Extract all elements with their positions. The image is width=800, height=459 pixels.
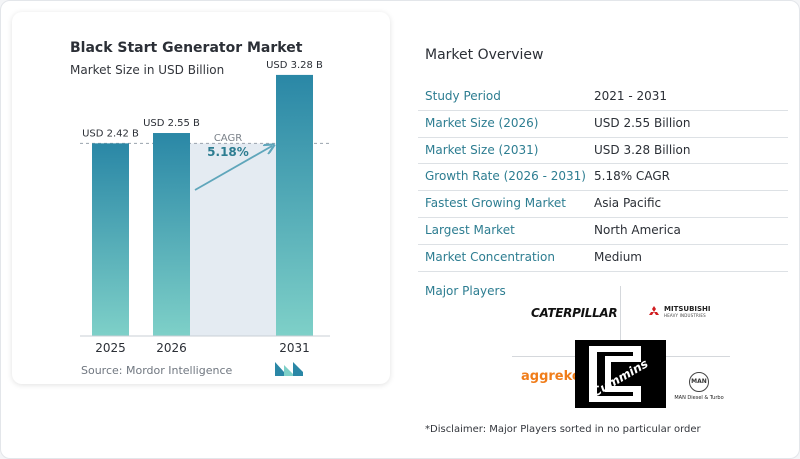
chart-title: Black Start Generator Market [70,40,303,56]
bar-chart: USD 2.42 B 2025 USD 2.55 B 2026 USD 3.28 B 20… [80,60,330,355]
players-divider-horizontal-left [512,356,576,357]
overview-key: Market Size (2026) [425,115,539,130]
bar-2025 [92,143,129,336]
overview-row: Market Concentration Medium [418,245,788,272]
bar-2031 [276,74,313,337]
overview-key: Study Period [425,89,501,103]
overview-row: Market Size (2026) USD 2.55 Billion [418,111,788,138]
major-players-label: Major Players [425,284,506,298]
x-tick-2026: 2026 [156,341,187,355]
man-name: MAN Diesel & Turbo [674,394,724,401]
mitsubishi-diamonds-icon [649,306,659,315]
players-divider-horizontal-right [666,356,730,357]
overview-row: Fastest Growing Market Asia Pacific [418,191,788,218]
man-logo: MAN MAN Diesel & Turbo [674,366,724,406]
overview-value: USD 2.55 Billion [594,115,691,130]
overview-value: North America [594,222,681,237]
aggreko-logo: aggreko [521,369,581,384]
x-tick-2031: 2031 [279,341,310,355]
overview-key: Growth Rate (2026 - 2031) [425,169,586,184]
overview-row: Market Size (2031) USD 3.28 Billion [418,138,788,165]
mitsubishi-logo: MITSUBISHI HEAVY INDUSTRIES [648,306,711,318]
data-label-2026: USD 2.55 B [143,118,200,129]
overview-key: Fastest Growing Market [425,196,567,211]
cummins-c-icon: Cummins [589,346,650,402]
overview-title: Market Overview [425,47,544,63]
overview-value: Medium [594,249,642,264]
man-badge: MAN [689,371,709,392]
overview-row: Study Period 2021 - 2031 [418,84,788,111]
projection-shade [190,143,276,336]
chart-subtitle: Market Size in USD Billion [70,63,225,77]
cummins-logo: Cummins [575,340,666,408]
data-label-2025: USD 2.42 B [82,128,139,139]
overview-key: Largest Market [425,222,515,237]
overview-key: Market Size (2031) [425,142,539,157]
overview-table: Study Period 2021 - 2031 Market Size (2026… [418,84,788,272]
overview-value: USD 3.28 Billion [594,142,691,157]
mitsubishi-name: MITSUBISHI [664,305,711,313]
disclaimer-text: *Disclaimer: Major Players sorted in no … [425,424,701,435]
overview-value: Asia Pacific [594,196,662,211]
overview-value: 5.18% CAGR [594,169,670,184]
overview-value: 2021 - 2031 [594,89,668,103]
cagr-arrow [194,146,272,191]
overview-key: Market Concentration [425,249,555,264]
players-divider-vertical-top [620,286,621,342]
data-label-2031: USD 3.28 B [266,60,323,71]
bar-2026 [153,133,190,336]
source-text: Source: Mordor Intelligence [81,364,233,377]
overview-row: Growth Rate (2026 - 2031) 5.18% CAGR [418,164,788,192]
mordor-logo-icon [275,362,303,376]
cagr-label: CAGR [214,133,242,144]
mitsubishi-sub: HEAVY INDUSTRIES [664,313,706,318]
cagr-value: 5.18% [207,145,249,159]
x-tick-2025: 2025 [95,341,126,355]
caterpillar-logo: CATERPILLAR [531,306,618,320]
overview-row: Largest Market North America [418,218,788,245]
